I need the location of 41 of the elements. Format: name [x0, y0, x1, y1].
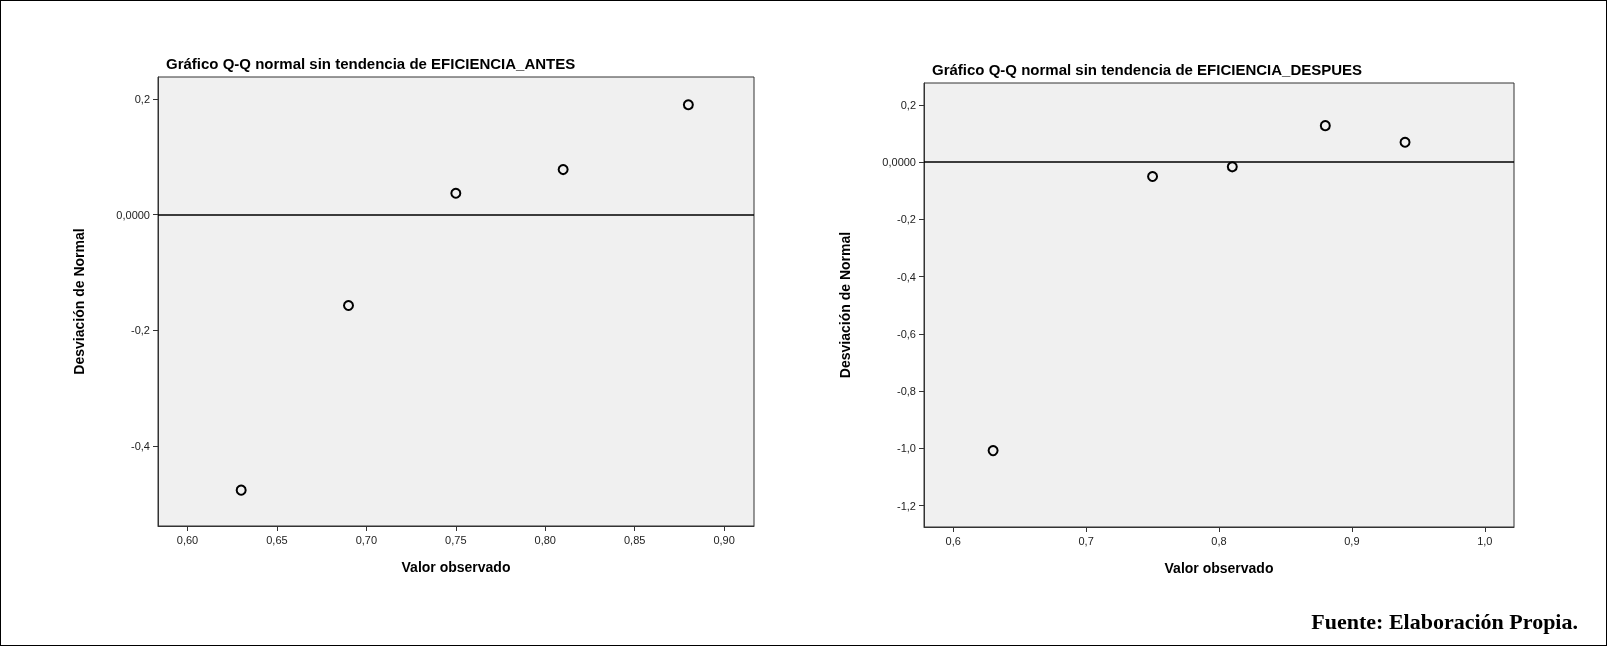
- point: [235, 484, 247, 496]
- x-axis-title: Valor observado: [1164, 560, 1274, 576]
- x-tick-label: 0,85: [623, 533, 646, 546]
- y-tick-label: 0,0000: [882, 156, 916, 169]
- x-tick-label: 0,90: [713, 533, 735, 546]
- y-tick-label: -0,2: [131, 324, 150, 337]
- point: [557, 164, 569, 176]
- x-tick-label: 0,8: [1211, 534, 1227, 547]
- x-axis-title: Valor observado: [401, 559, 511, 575]
- y-axis-title: Desviación de Normal: [71, 228, 87, 375]
- y-tick-label: 0,2: [900, 99, 916, 112]
- x-tick-label: 0,65: [266, 533, 288, 546]
- y-tick-label: -0,4: [131, 440, 150, 453]
- x-tick-label: 0,70: [355, 533, 378, 546]
- x-tick-label: 0,7: [1078, 534, 1094, 547]
- point: [987, 445, 999, 457]
- point: [682, 99, 694, 111]
- y-tick-label: -0,4: [897, 270, 916, 283]
- point: [1226, 161, 1238, 173]
- chart-title: Gráfico Q-Q normal sin tendencia de EFICIENCIA_DESPUES: [932, 61, 1363, 78]
- x-tick-label: 0,80: [534, 533, 556, 546]
- point: [450, 187, 462, 199]
- y-tick-label: -0,6: [897, 327, 916, 340]
- y-tick-label: 0,0000: [116, 208, 150, 221]
- y-tick-label: -1,0: [897, 442, 916, 455]
- y-tick-label: -0,8: [897, 385, 916, 398]
- chart-title: Gráfico Q-Q normal sin tendencia de EFICIENCIA_ANTES: [166, 55, 576, 72]
- y-axis-title: Desviación de Normal: [837, 231, 853, 379]
- point: [1399, 136, 1411, 148]
- x-tick-label: 0,60: [176, 533, 199, 546]
- y-tick-label: -1,2: [897, 499, 916, 512]
- y-tick-label: -0,2: [897, 213, 916, 226]
- source-note: Fuente: Elaboración Propia.: [1311, 609, 1578, 635]
- x-tick-label: 0,6: [945, 534, 961, 547]
- x-tick-label: 1,0: [1477, 534, 1493, 547]
- point: [1319, 120, 1331, 132]
- x-tick-label: 0,9: [1344, 534, 1360, 547]
- point: [343, 300, 354, 312]
- x-tick-label: 0,75: [445, 533, 467, 546]
- y-tick-label: 0,2: [134, 92, 150, 105]
- point: [1147, 171, 1159, 183]
